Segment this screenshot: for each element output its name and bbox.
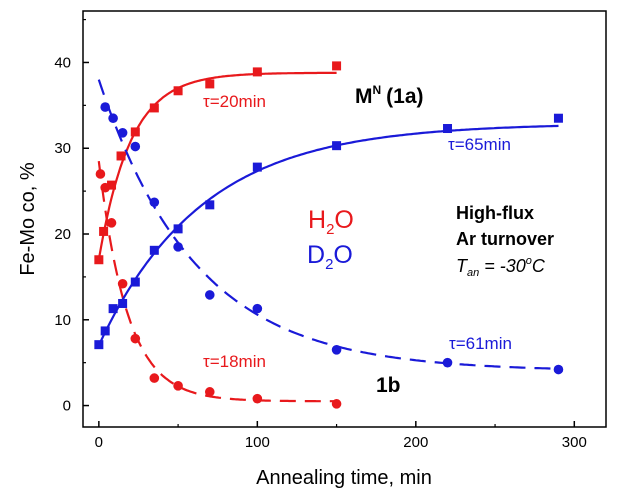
- data-point-red-circle: [173, 381, 183, 391]
- d2o-d: D: [307, 241, 325, 269]
- x-tick-label: 200: [403, 434, 428, 451]
- data-point-red-circle: [331, 399, 342, 409]
- data-point-blue-circle: [442, 357, 453, 368]
- h2o-o: O: [334, 206, 353, 234]
- data-point-blue-square: [553, 113, 563, 123]
- data-point-blue-circle: [108, 113, 118, 124]
- data-point-red-square: [107, 180, 117, 190]
- data-point-red-square: [116, 151, 126, 161]
- cond-t-sub: an: [467, 267, 479, 279]
- data-point-red-circle: [149, 373, 160, 383]
- data-point-blue-circle: [252, 303, 263, 314]
- y-tick-label: 0: [63, 398, 71, 415]
- data-point-red-circle: [100, 182, 110, 193]
- x-tick-label: 100: [245, 434, 270, 451]
- tau-blue-bottom-label: τ=61min: [449, 334, 512, 353]
- data-point-blue-square: [149, 245, 159, 255]
- cond-deg: o: [526, 255, 532, 267]
- data-point-red-square: [173, 86, 183, 96]
- data-point-blue-circle: [204, 290, 215, 300]
- label-1a: MN (1a): [355, 83, 424, 108]
- h2o-sub: 2: [326, 221, 334, 238]
- h2o-h: H: [308, 206, 326, 234]
- x-tick-label: 300: [562, 434, 587, 451]
- data-point-blue-square: [173, 224, 183, 234]
- data-point-blue-circle: [173, 242, 183, 252]
- data-point-blue-circle: [553, 364, 564, 375]
- data-point-blue-circle: [117, 127, 128, 138]
- data-point-blue-square: [130, 277, 140, 287]
- data-point-blue-circle: [130, 141, 141, 152]
- data-point-blue-circle: [331, 345, 342, 355]
- data-point-red-square: [252, 67, 262, 77]
- y-tick-label: 40: [54, 54, 71, 71]
- cond-t: T: [456, 256, 469, 276]
- data-point-red-square: [205, 79, 215, 89]
- data-point-red-square: [130, 127, 140, 137]
- x-tick-label: 0: [95, 434, 103, 451]
- data-point-blue-square: [205, 200, 215, 210]
- y-tick-label: 20: [54, 226, 71, 243]
- d2o-o: O: [333, 241, 352, 269]
- data-point-blue-square: [443, 124, 453, 134]
- condition-line-1: High-flux: [456, 203, 534, 223]
- data-point-blue-square: [332, 141, 342, 151]
- label-1b: 1b: [376, 374, 401, 397]
- data-point-red-square: [332, 61, 342, 71]
- data-point-blue-circle: [100, 102, 110, 112]
- fit-curve-red-solid: [97, 71, 337, 260]
- data-point-red-circle: [95, 169, 106, 179]
- cond-eq: = -30: [479, 256, 526, 276]
- data-point-blue-square: [118, 298, 128, 308]
- label-1a-tail: (1a): [386, 85, 423, 108]
- data-points: [94, 61, 564, 409]
- cond-unit: C: [532, 256, 546, 276]
- plot-frame: [82, 10, 607, 428]
- fit-curve-blue-dashed: [97, 79, 559, 370]
- data-point-red-square: [149, 103, 159, 113]
- y-axis-title: Fe-Mo co, %: [17, 162, 39, 276]
- condition-temperature: Tan = -30oC: [456, 255, 546, 279]
- x-axis-title: Annealing time, min: [256, 467, 432, 489]
- d2o-legend-label: D2O: [307, 241, 353, 273]
- data-point-red-circle: [252, 393, 263, 404]
- h2o-legend-label: H2O: [308, 206, 354, 238]
- tau-blue-top-label: τ=65min: [448, 135, 511, 154]
- tau-red-top-label: τ=20min: [203, 92, 266, 111]
- data-point-blue-square: [100, 326, 110, 336]
- axis-ticks: 0 100 200 300 0 10 20 30 40: [54, 18, 587, 451]
- data-point-blue-square: [108, 304, 118, 314]
- condition-line-2: Ar turnover: [456, 229, 554, 249]
- data-point-red-square: [94, 255, 104, 265]
- label-1a-sup: N: [373, 83, 382, 97]
- data-point-red-circle: [106, 218, 117, 228]
- data-point-blue-square: [252, 162, 262, 172]
- data-point-red-square: [99, 226, 109, 236]
- data-point-blue-circle: [149, 197, 160, 208]
- data-point-red-circle: [130, 333, 141, 344]
- data-point-blue-square: [94, 340, 104, 350]
- d2o-sub: 2: [325, 256, 333, 273]
- data-point-red-circle: [204, 387, 215, 397]
- data-point-red-circle: [117, 278, 128, 289]
- y-tick-label: 10: [54, 312, 71, 329]
- tau-red-bottom-label: τ=18min: [203, 352, 266, 371]
- label-1a-main: M: [355, 85, 373, 108]
- y-tick-label: 30: [54, 140, 71, 157]
